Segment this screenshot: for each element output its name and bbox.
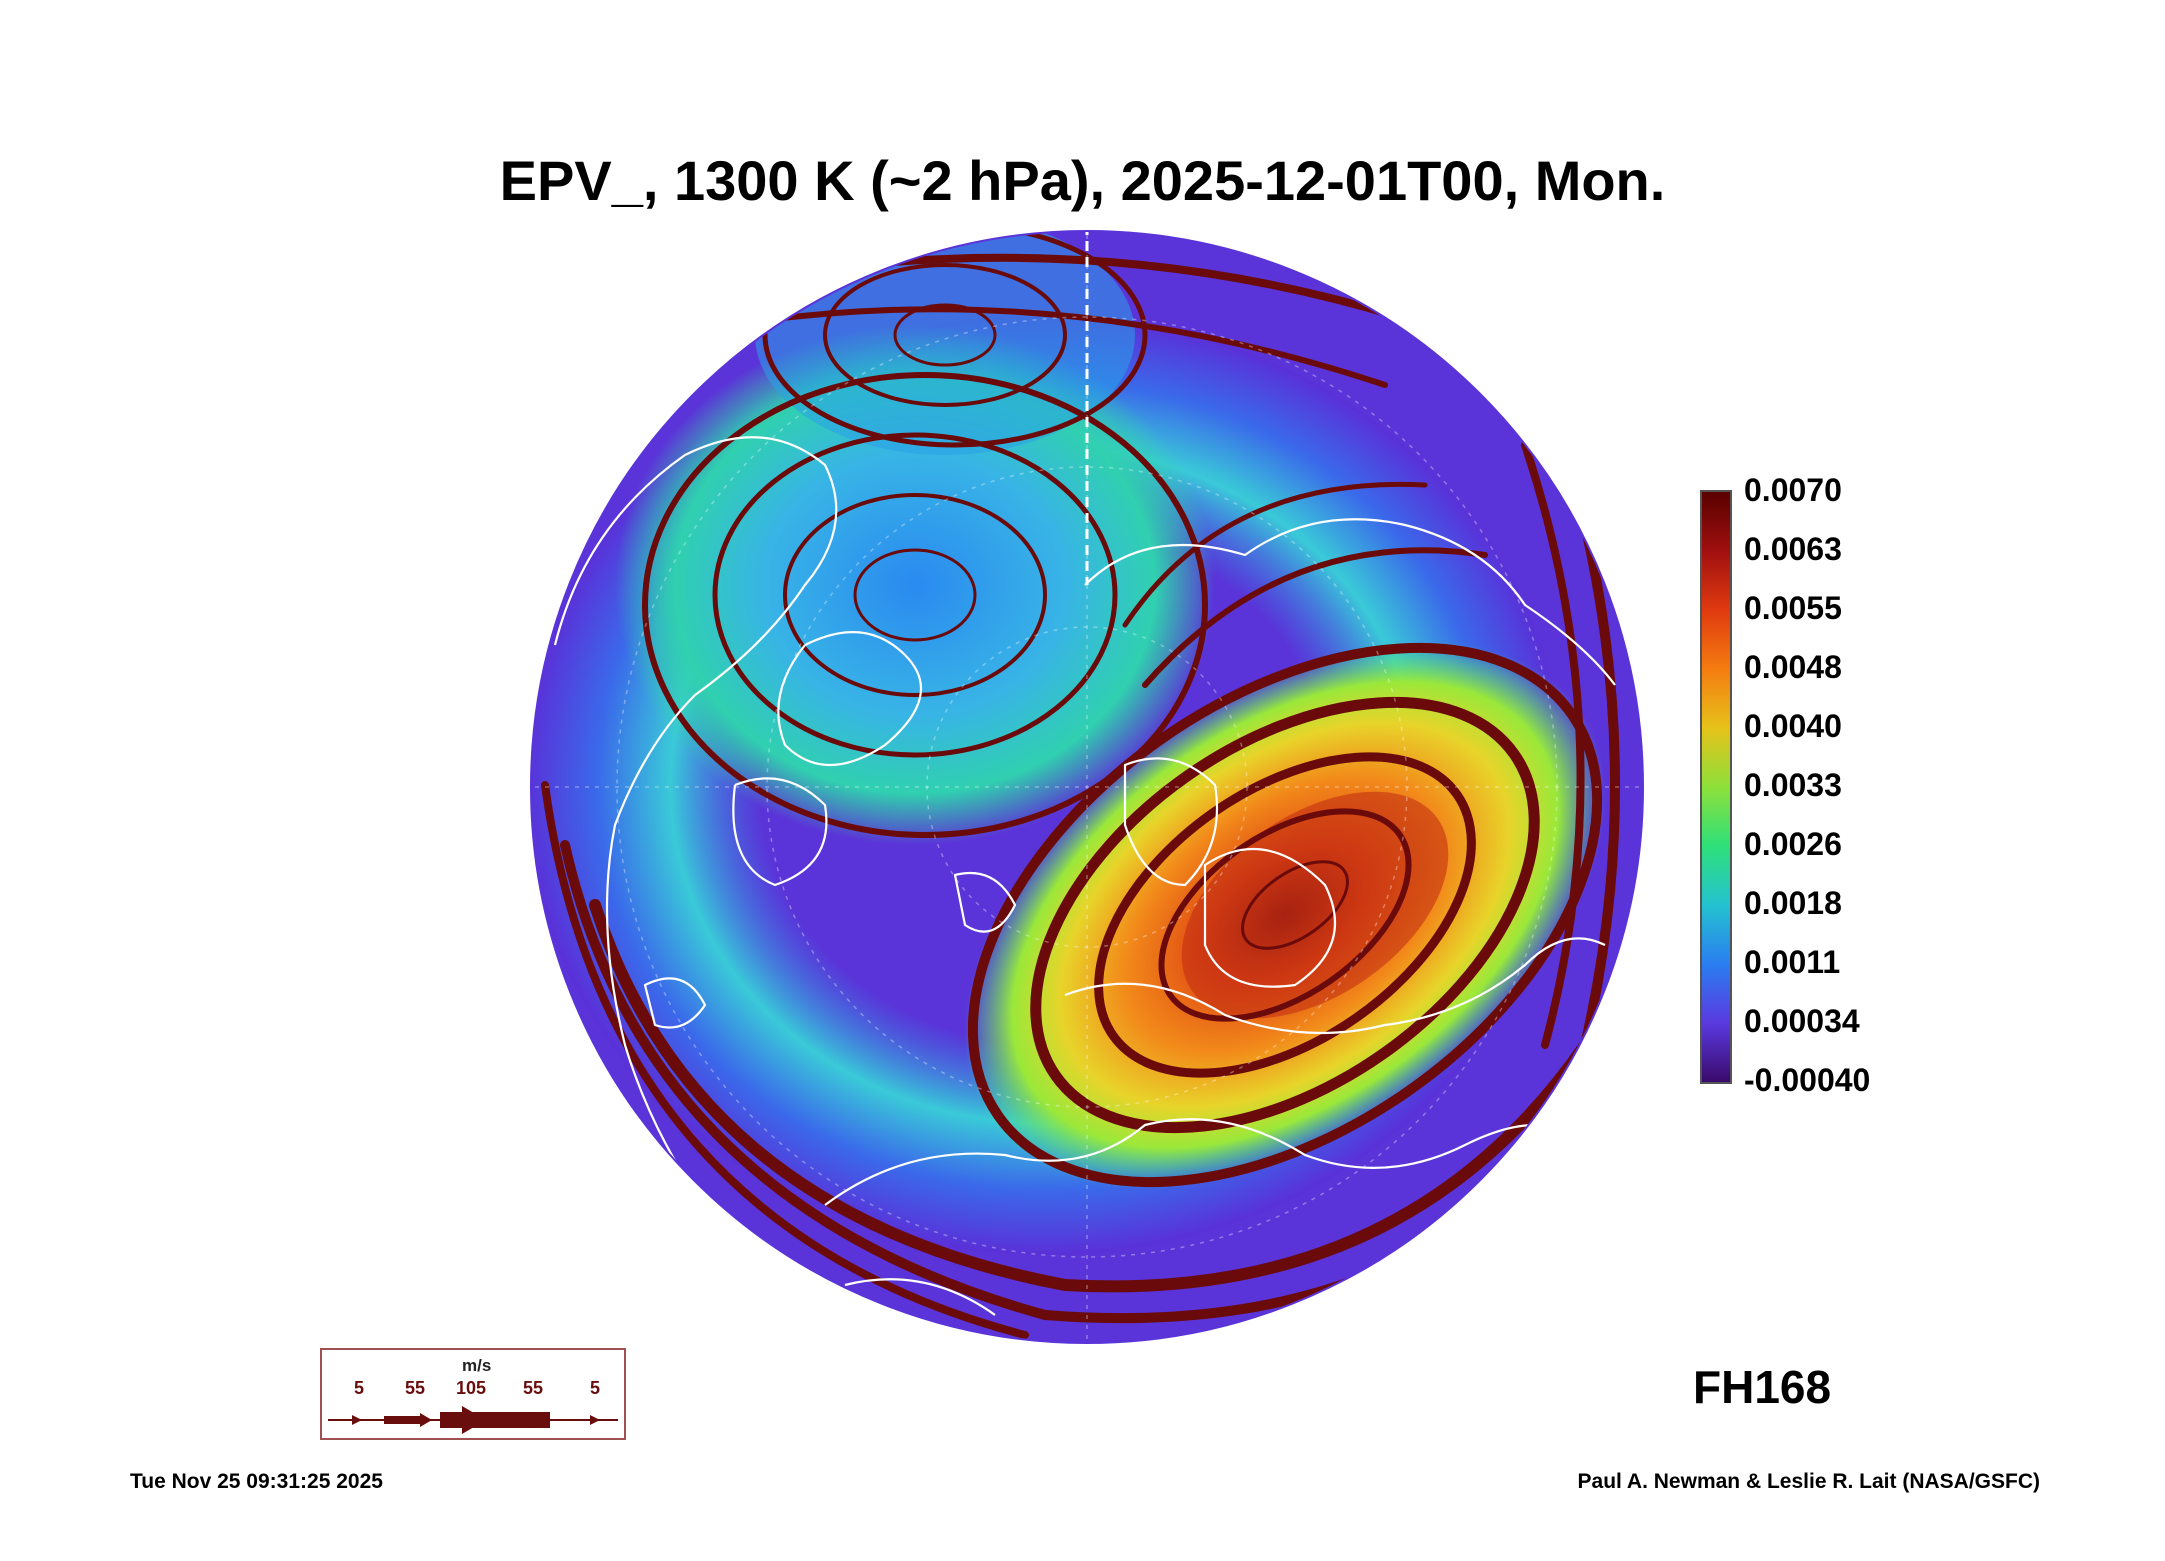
map-svg [530,230,1644,1344]
colorbar [1700,490,1732,1084]
generation-timestamp: Tue Nov 25 09:31:25 2025 [130,1470,383,1493]
wind-legend-label-4: 55 [523,1378,544,1398]
colorbar-tick-label: 0.0040 [1744,708,1842,744]
colorbar-tick-label: 0.0063 [1744,531,1842,567]
wind-legend-label-3: 105 [456,1378,487,1398]
map-border [530,230,1644,1344]
colorbar-tick-label: 0.0011 [1744,944,1841,980]
wind-legend-unit: m/s [462,1356,492,1375]
colorbar-tick-label: 0.0048 [1744,649,1842,685]
wind-legend-label-1: 5 [354,1378,365,1398]
colorbar-tick-label: 0.00034 [1744,1003,1860,1039]
colorbar-tick-label: 0.0055 [1744,590,1842,626]
credit-label: Paul A. Newman & Leslie R. Lait (NASA/GS… [1577,1470,2040,1493]
wind-legend-label-5: 5 [590,1378,601,1398]
colorbar-tick-label: 0.0033 [1744,767,1842,803]
colorbar-tick-label: 0.0070 [1744,472,1842,508]
forecast-hour-label: FH168 [1693,1361,1832,1413]
colorbar-tick-label: -0.00040 [1744,1062,1871,1098]
wind-legend-label-2: 55 [405,1378,426,1398]
polar-stereographic-map [525,225,1650,1350]
colorbar-tick-label: 0.0026 [1744,826,1842,862]
epv-low-region [615,325,1215,845]
graticule [531,231,1643,1343]
wind-legend-arrow [328,1406,618,1434]
colorbar-tick-label: 0.0018 [1744,885,1842,921]
chart-title: EPV_, 1300 K (~2 hPa), 2025-12-01T00, Mo… [499,149,1666,212]
wind-speed-legend: m/s 5 55 105 55 5 [320,1348,626,1440]
streamlines [541,231,1620,1339]
